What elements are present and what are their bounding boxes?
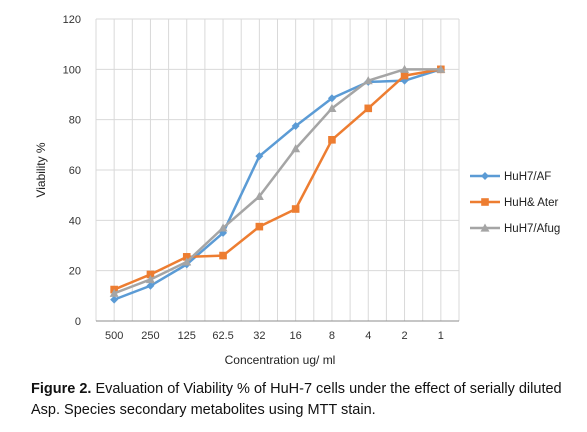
- caption-label: Figure 2.: [31, 381, 92, 397]
- series-huh7-af: [110, 65, 445, 304]
- x-axis-tick-labels: 500 250 125 62.5 32 16 8 4 2 1: [105, 330, 444, 342]
- legend-marker: [481, 172, 489, 180]
- y-tick-label: 40: [69, 215, 81, 227]
- legend-marker: [480, 223, 490, 232]
- legend-item: HuH& Ater: [470, 197, 558, 209]
- y-axis-label: Viability %: [34, 142, 48, 197]
- data-point: [255, 222, 264, 231]
- data-point: [146, 270, 155, 279]
- figure-caption: Figure 2. Evaluation of Viability % of H…: [31, 379, 579, 421]
- data-point: [327, 94, 336, 103]
- y-tick-label: 80: [69, 115, 81, 127]
- data-point: [364, 104, 373, 113]
- data-point: [436, 64, 446, 73]
- legend-item: HuH7/Afug: [470, 223, 560, 235]
- series-line: [112, 68, 443, 291]
- legend: HuH7/AF HuH& Ater HuH7/Afug: [470, 171, 560, 235]
- data-point: [291, 144, 301, 153]
- x-tick-label: 4: [365, 330, 371, 342]
- caption-text: Evaluation of Viability % of HuH-7 cells…: [31, 381, 562, 418]
- x-tick-label: 32: [253, 330, 265, 342]
- series-huh7-afug: [109, 64, 446, 297]
- series-group: [109, 64, 446, 304]
- data-point: [327, 103, 337, 112]
- data-point: [182, 253, 191, 261]
- x-tick-label: 1: [438, 330, 444, 342]
- legend-marker: [481, 198, 489, 206]
- data-point: [291, 121, 300, 130]
- data-point: [363, 76, 373, 85]
- data-point: [254, 191, 264, 201]
- legend-item: HuH7/AF: [470, 171, 551, 183]
- series-line: [112, 68, 443, 301]
- y-tick-label: 0: [75, 316, 81, 328]
- line-chart: 0 20 40 60 80 100 120 500 250 125 62.5 32 16 8 4 2 1 Vi…: [34, 14, 560, 367]
- data-point: [218, 223, 228, 232]
- data-point: [291, 205, 300, 213]
- y-tick-label: 60: [69, 165, 81, 177]
- legend-label: HuH7/Afug: [504, 223, 560, 235]
- x-tick-label: 16: [290, 330, 302, 342]
- data-point: [182, 257, 192, 266]
- legend-label: HuH& Ater: [504, 197, 558, 209]
- y-tick-label: 120: [63, 14, 81, 26]
- x-tick-label: 2: [401, 330, 407, 342]
- data-point: [109, 288, 119, 297]
- data-point: [145, 274, 155, 284]
- x-tick-label: 250: [141, 330, 159, 342]
- data-point: [146, 281, 155, 290]
- chart-grid: [95, 18, 460, 322]
- series-line: [112, 68, 443, 295]
- data-point: [400, 71, 409, 80]
- x-tick-label: 500: [105, 330, 123, 342]
- x-tick-label: 8: [329, 330, 335, 342]
- data-point: [219, 251, 227, 260]
- data-point: [400, 64, 410, 73]
- x-tick-label: 62.5: [212, 330, 233, 342]
- x-tick-label: 125: [178, 330, 196, 342]
- legend-label: HuH7/AF: [504, 171, 551, 183]
- data-point: [328, 136, 336, 144]
- y-axis-tick-labels: 0 20 40 60 80 100 120: [63, 14, 81, 328]
- data-point: [255, 152, 264, 161]
- y-tick-label: 100: [63, 64, 81, 76]
- data-point: [110, 295, 119, 304]
- x-axis-label: Concentration ug/ ml: [225, 353, 336, 367]
- y-tick-label: 20: [69, 266, 81, 278]
